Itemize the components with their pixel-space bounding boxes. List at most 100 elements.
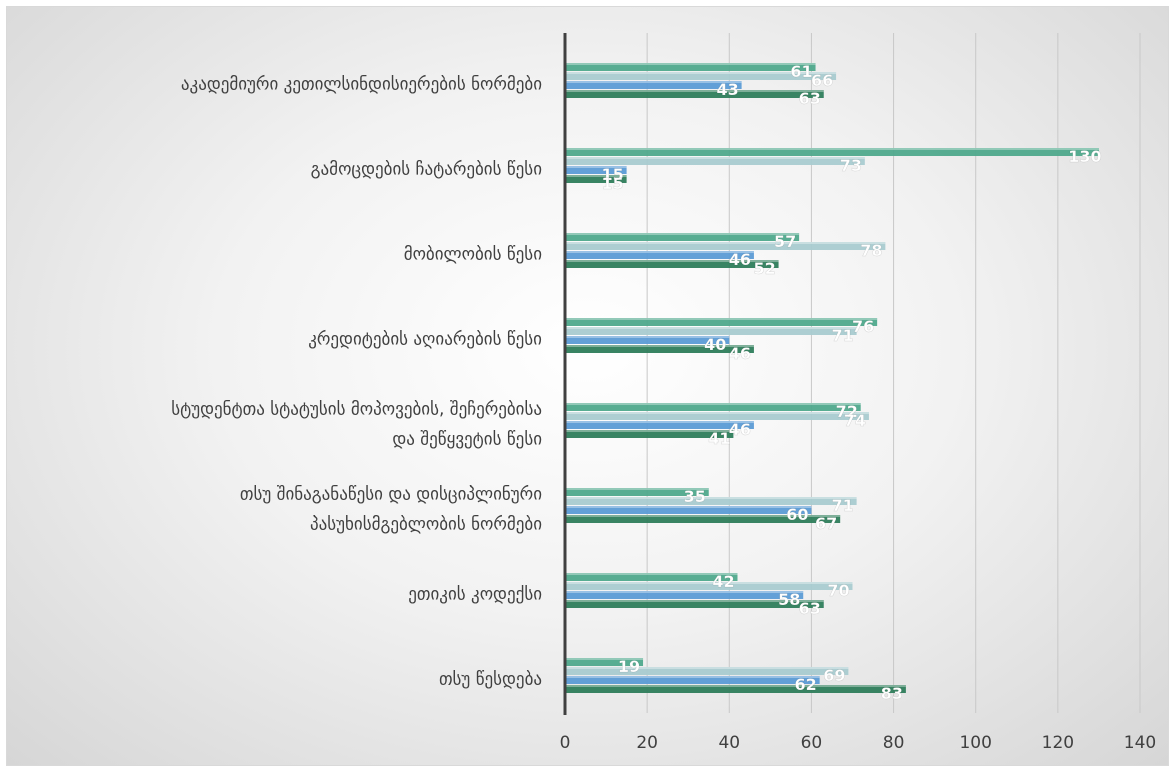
data-label: 58 (778, 590, 800, 609)
x-tick-label: 0 (560, 733, 571, 753)
data-label: 66 (811, 71, 833, 90)
bar (565, 63, 816, 71)
bar-highlight (565, 90, 824, 92)
bar (565, 157, 865, 165)
category-label: და შეწყვეტის წესი (392, 430, 542, 450)
x-tick-label: 80 (883, 733, 905, 753)
bar-highlight (565, 260, 779, 262)
data-label: 62 (795, 675, 817, 694)
bar-highlight (565, 488, 709, 490)
data-label: 130 (1068, 147, 1101, 166)
category-label: პასუხისმგებლობის ნორმები (310, 515, 542, 535)
bar-highlight (565, 591, 804, 593)
bar-highlight (565, 318, 878, 320)
x-tick-label: 100 (959, 733, 991, 753)
bar (565, 506, 812, 514)
category-label: კრედიტების აღიარების წესი (308, 330, 542, 350)
bar-highlight (565, 345, 754, 347)
data-label: 61 (790, 62, 812, 81)
category-label: თსუ შინაგანაწესი და დისციპლინური (240, 485, 542, 505)
data-label: 46 (729, 250, 751, 269)
bar-highlight (565, 573, 738, 575)
bar (565, 345, 754, 353)
data-label: 35 (684, 487, 706, 506)
x-tick-label: 120 (1042, 733, 1074, 753)
data-label: 72 (836, 402, 858, 421)
data-label: 69 (823, 666, 845, 685)
bar-highlight (565, 175, 627, 177)
bar-highlight (565, 658, 644, 660)
category-label: თსუ წესდება (439, 670, 542, 690)
bar (565, 148, 1099, 156)
bar-highlight (565, 336, 730, 338)
bar-highlight (565, 600, 824, 602)
x-tick-label: 20 (636, 733, 658, 753)
category-label: გამოცდების ჩატარების წესი (311, 160, 542, 180)
category-label: მობილობის წესი (404, 245, 542, 265)
data-label: 19 (618, 657, 640, 676)
bar (565, 582, 853, 590)
data-label: 60 (786, 505, 808, 524)
bar-highlight (565, 421, 754, 423)
bar (565, 412, 869, 420)
data-label: 15 (601, 165, 623, 184)
data-label: 42 (712, 572, 734, 591)
bar (565, 318, 878, 326)
bar-highlight (565, 403, 861, 405)
bar (565, 81, 742, 89)
bar (565, 515, 841, 523)
bar-highlight (565, 430, 734, 432)
bar (565, 600, 824, 608)
data-label: 70 (827, 581, 849, 600)
bar-highlight (565, 685, 906, 687)
bar (565, 242, 886, 250)
data-label: 40 (704, 335, 726, 354)
bar-highlight (565, 148, 1099, 150)
data-label: 46 (729, 420, 751, 439)
bar-highlight (565, 667, 849, 669)
bar-highlight (565, 166, 627, 168)
bar-highlight (565, 327, 857, 329)
bar-highlight (565, 72, 837, 74)
bar (565, 591, 804, 599)
bar (565, 676, 820, 684)
data-label: 63 (799, 599, 821, 618)
bar (565, 421, 754, 429)
bar (565, 166, 627, 174)
data-label: 73 (840, 156, 862, 175)
bar (565, 251, 754, 259)
data-label: 41 (708, 429, 730, 448)
x-tick-label: 40 (718, 733, 740, 753)
data-label: 83 (881, 684, 903, 703)
bar (565, 573, 738, 581)
bar (565, 685, 906, 693)
bar-highlight (565, 233, 800, 235)
data-label: 74 (844, 411, 866, 430)
bar (565, 658, 644, 666)
data-label: 43 (716, 80, 738, 99)
category-label: აკადემიური კეთილსინდისიერების ნორმები (181, 75, 542, 95)
data-label: 15 (601, 174, 623, 193)
data-label: 71 (831, 326, 853, 345)
data-label: 63 (799, 89, 821, 108)
bar-highlight (565, 506, 812, 508)
category-label: სტუდენტთა სტატუსის მოპოვების, შეჩერებისა (171, 400, 542, 420)
bar-highlight (565, 81, 742, 83)
data-label: 67 (815, 514, 837, 533)
data-label: 78 (860, 241, 882, 260)
bar-highlight (565, 412, 869, 414)
bar (565, 430, 734, 438)
category-label: ეთიკის კოდექსი (408, 585, 542, 605)
bar (565, 403, 861, 411)
bar-highlight (565, 251, 754, 253)
data-label: 71 (831, 496, 853, 515)
bar (565, 72, 837, 80)
x-tick-label: 60 (801, 733, 823, 753)
bar-highlight (565, 63, 816, 65)
bar (565, 497, 857, 505)
bar (565, 175, 627, 183)
bar-highlight (565, 242, 886, 244)
bar (565, 90, 824, 98)
bar-highlight (565, 515, 841, 517)
